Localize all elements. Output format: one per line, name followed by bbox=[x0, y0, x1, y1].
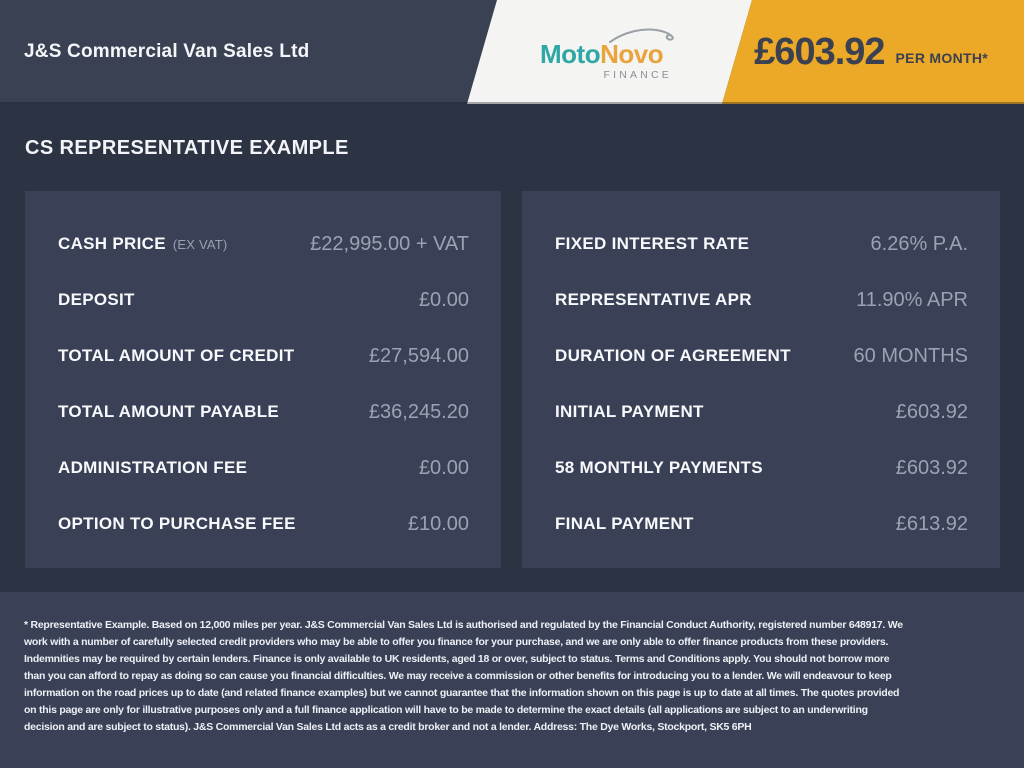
finance-row: TOTAL AMOUNT OF CREDIT £27,594.00 bbox=[58, 328, 469, 384]
row-value: £27,594.00 bbox=[368, 344, 469, 367]
finance-row: 58 MONTHLY PAYMENTS £603.92 bbox=[555, 440, 968, 496]
finance-row: ADMINISTRATION FEE £0.00 bbox=[58, 440, 469, 496]
row-value: £613.92 bbox=[895, 512, 968, 535]
logo-finance-text: FINANCE bbox=[603, 69, 672, 81]
row-value: £36,245.20 bbox=[368, 400, 469, 423]
dealer-name: J&S Commercial Van Sales Ltd bbox=[24, 41, 310, 62]
row-label: TOTAL AMOUNT PAYABLE bbox=[58, 402, 280, 421]
row-label: REPRESENTATIVE APR bbox=[555, 290, 752, 309]
row-sublabel: (EX VAT) bbox=[172, 237, 228, 252]
row-label: FINAL PAYMENT bbox=[555, 514, 694, 533]
footer-legal-text: * Representative Example. Based on 12,00… bbox=[24, 619, 903, 733]
finance-rows-right: FIXED INTEREST RATE 6.26% P.A. REPRESENTAT… bbox=[522, 191, 1000, 552]
monthly-price-suffix: PER MONTH* bbox=[895, 50, 988, 66]
finance-row: DURATION OF AGREEMENT 60 MONTHS bbox=[555, 328, 968, 384]
finance-row: OPTION TO PURCHASE FEE £10.00 bbox=[58, 496, 469, 552]
finance-panel-left: CASH PRICE (EX VAT) £22,995.00 + VAT DEPOSI… bbox=[25, 191, 501, 568]
motonovo-finance-logo: MotoNovo FINANCE bbox=[540, 28, 674, 81]
footer: * Representative Example. Based on 12,00… bbox=[0, 592, 1024, 768]
row-label: OPTION TO PURCHASE FEE bbox=[58, 514, 296, 533]
row-label: DEPOSIT bbox=[58, 290, 135, 309]
row-value: 60 MONTHS bbox=[853, 344, 968, 367]
monthly-price-amount: £603.92 bbox=[754, 30, 885, 73]
row-value: £0.00 bbox=[418, 288, 469, 311]
logo-moto-text: Moto bbox=[540, 39, 601, 69]
row-value: 11.90% APR bbox=[856, 288, 968, 311]
row-label: TOTAL AMOUNT OF CREDIT bbox=[58, 346, 295, 365]
finance-row: CASH PRICE (EX VAT) £22,995.00 + VAT bbox=[58, 216, 469, 272]
header-gold-band bbox=[722, 0, 1024, 104]
row-value: 6.26% P.A. bbox=[870, 232, 968, 255]
row-label: CASH PRICE (EX VAT) bbox=[58, 234, 228, 253]
finance-row: FINAL PAYMENT £613.92 bbox=[555, 496, 968, 552]
finance-row: DEPOSIT £0.00 bbox=[58, 272, 469, 328]
row-value: £0.00 bbox=[418, 456, 469, 479]
finance-row: INITIAL PAYMENT £603.92 bbox=[555, 384, 968, 440]
row-value: £10.00 bbox=[407, 512, 469, 535]
header-white-band bbox=[467, 0, 752, 104]
row-label: FIXED INTEREST RATE bbox=[555, 234, 750, 253]
logo-wordmark: MotoNovo bbox=[540, 39, 674, 69]
page-title: CS REPRESENTATIVE EXAMPLE bbox=[25, 137, 349, 159]
header: J&S Commercial Van Sales Ltd MotoNovo FI… bbox=[0, 0, 1024, 104]
monthly-price: £603.92 PER MONTH* bbox=[754, 0, 988, 104]
finance-panel-right: FIXED INTEREST RATE 6.26% P.A. REPRESENTAT… bbox=[522, 191, 1000, 568]
row-value: £603.92 bbox=[895, 456, 968, 479]
representative-example-section: CS REPRESENTATIVE EXAMPLE CASH PRICE (EX … bbox=[0, 104, 1024, 592]
car-swoosh-icon bbox=[608, 25, 678, 50]
finance-row: FIXED INTEREST RATE 6.26% P.A. bbox=[555, 216, 968, 272]
finance-row: TOTAL AMOUNT PAYABLE £36,245.20 bbox=[58, 384, 469, 440]
finance-row: REPRESENTATIVE APR 11.90% APR bbox=[555, 272, 968, 328]
row-value: £22,995.00 + VAT bbox=[310, 232, 469, 255]
logo-novo-text: Novo bbox=[600, 39, 664, 69]
row-label: ADMINISTRATION FEE bbox=[58, 458, 248, 477]
row-label: INITIAL PAYMENT bbox=[555, 402, 704, 421]
row-value: £603.92 bbox=[895, 400, 968, 423]
finance-rows-left: CASH PRICE (EX VAT) £22,995.00 + VAT DEPOSI… bbox=[25, 191, 501, 552]
row-label: DURATION OF AGREEMENT bbox=[555, 346, 791, 365]
row-label: 58 MONTHLY PAYMENTS bbox=[555, 458, 763, 477]
